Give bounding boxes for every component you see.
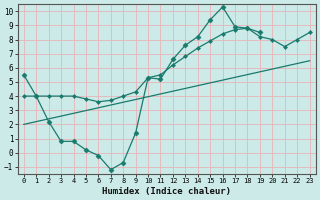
X-axis label: Humidex (Indice chaleur): Humidex (Indice chaleur) [102,187,231,196]
